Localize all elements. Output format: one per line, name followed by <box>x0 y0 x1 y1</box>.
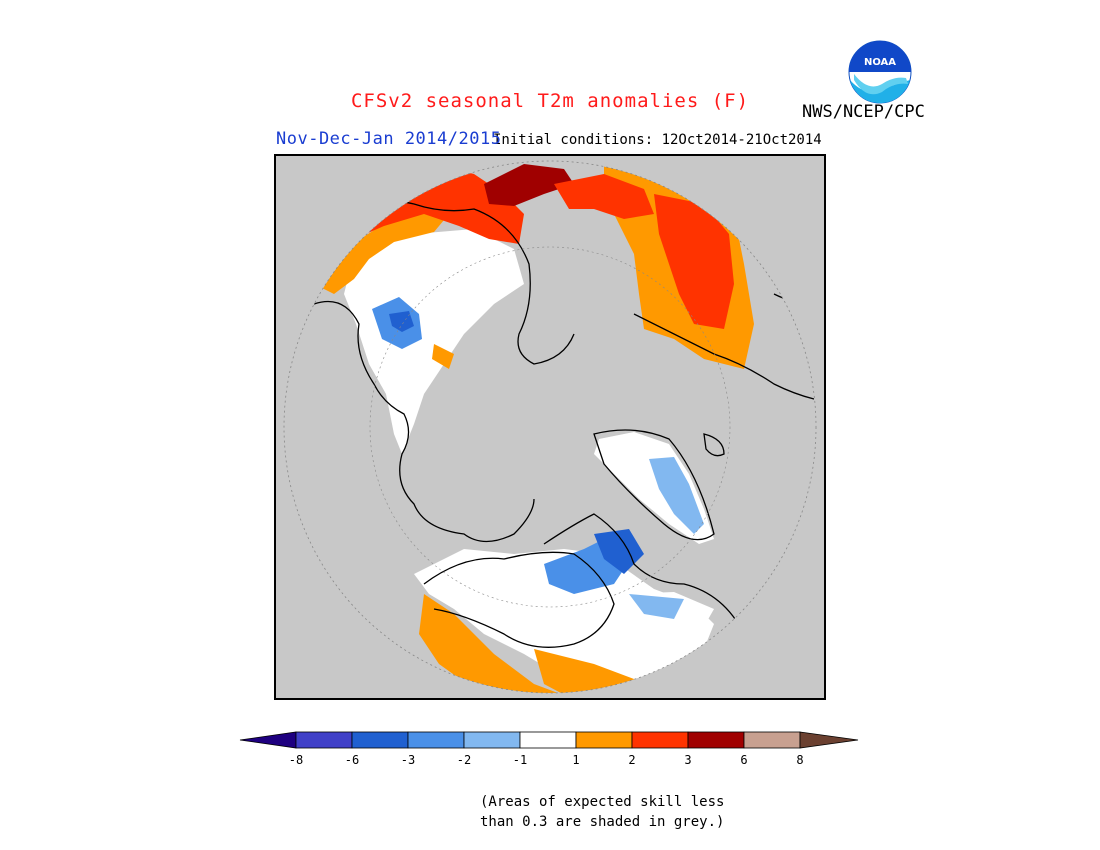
skill-note-line-2: than 0.3 are shaded in grey.) <box>480 814 725 830</box>
anomaly-region-europe-darkblue <box>389 311 414 332</box>
anomaly-region-north-darkred <box>484 164 574 206</box>
anomaly-region-us-orange <box>419 594 574 693</box>
colorbar-segment <box>687 731 745 749</box>
colorbar: -8 -6 -3 -2 -1 1 2 3 6 8 <box>239 731 859 767</box>
chart-title: CFSv2 seasonal T2m anomalies (F) <box>350 90 750 112</box>
anomaly-region-baltic-orange <box>432 344 454 369</box>
colorbar-segment <box>295 731 353 749</box>
anomaly-region-eurasia-white <box>344 229 524 454</box>
skill-note: (Areas of expected skill less than 0.3 a… <box>480 792 724 832</box>
colorbar-tick-label: -2 <box>457 753 471 767</box>
colorbar-segment <box>463 731 521 749</box>
anomaly-region-atlantic-blue <box>629 594 684 619</box>
map-frame <box>274 154 826 700</box>
colorbar-tick-label: 1 <box>572 753 579 767</box>
anomaly-region-east-red <box>654 194 734 329</box>
anomaly-map <box>274 154 826 700</box>
colorbar-segment <box>407 731 465 749</box>
colorbar-segment <box>519 731 577 749</box>
anomaly-region-europe-orange <box>314 209 449 294</box>
colorbar-tick-label: 8 <box>796 753 803 767</box>
colorbar-tick-label: 2 <box>628 753 635 767</box>
latitude-ring <box>283 160 817 694</box>
colorbar-segment <box>743 731 801 749</box>
anomaly-region-canada-darkblue <box>594 529 644 574</box>
initial-conditions-label: Initial conditions: 12Oct2014-21Oct2014 <box>493 132 822 148</box>
anomaly-region-canada-white <box>414 549 714 693</box>
polar-disk <box>284 161 816 693</box>
colorbar-tick-label: -1 <box>513 753 527 767</box>
noaa-logo-icon: NOAA <box>848 40 912 104</box>
colorbar-tick-label: 3 <box>684 753 691 767</box>
period-label: Nov-Dec-Jan 2014/2015 <box>276 129 502 149</box>
anomaly-region-greenland-blue <box>649 457 704 534</box>
colorbar-tick-label: 6 <box>740 753 747 767</box>
coastlines <box>313 200 815 693</box>
colorbar-tick-label: -8 <box>289 753 303 767</box>
colorbar-tick-label: -6 <box>345 753 359 767</box>
latitude-ring-inner <box>369 246 731 608</box>
anomaly-region-asia-red <box>554 174 654 219</box>
colorbar-segment <box>575 731 633 749</box>
colorbar-segment <box>351 731 409 749</box>
noaa-logo-text: NOAA <box>864 57 896 68</box>
colorbar-segment <box>631 731 689 749</box>
agency-label: NWS/NCEP/CPC <box>802 102 925 122</box>
colorbar-left-arrow <box>239 731 297 749</box>
colorbar-right-arrow <box>799 731 859 749</box>
colorbar-tick-label: -3 <box>401 753 415 767</box>
skill-note-line-1: (Areas of expected skill less <box>480 794 725 810</box>
